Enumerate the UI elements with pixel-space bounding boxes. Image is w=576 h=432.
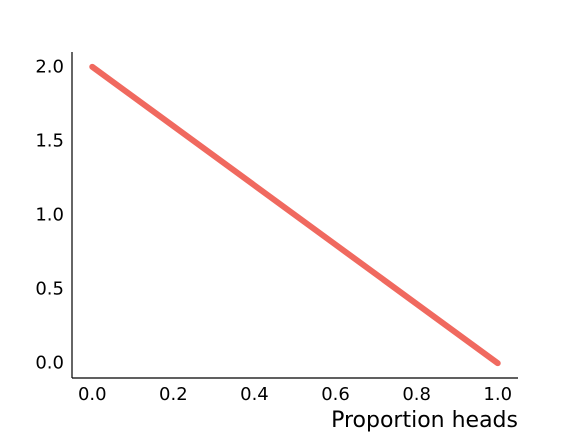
x-tick-label: 1.0: [483, 384, 512, 405]
y-tick-label: 0.0: [35, 353, 64, 374]
x-tick-label: 0.6: [321, 384, 350, 405]
x-tick-label: 0.8: [402, 384, 431, 405]
axes: [71, 52, 518, 379]
series-line: [89, 63, 501, 367]
y-tick-label: 2.0: [35, 56, 64, 77]
ticks: 0.0 0.2 0.4 0.6 0.8 1.0 0.0 0.5 1.0 1.5 2.0: [35, 56, 512, 405]
x-tick-label: 0.0: [78, 384, 107, 405]
x-tick-label: 0.2: [159, 384, 188, 405]
y-tick-label: 0.5: [35, 279, 64, 300]
x-axis-title: Proportion heads: [331, 408, 518, 432]
series-layer: [89, 63, 501, 367]
y-tick-label: 1.0: [35, 205, 64, 226]
x-tick-label: 0.4: [240, 384, 269, 405]
y-tick-label: 1.5: [35, 130, 64, 151]
